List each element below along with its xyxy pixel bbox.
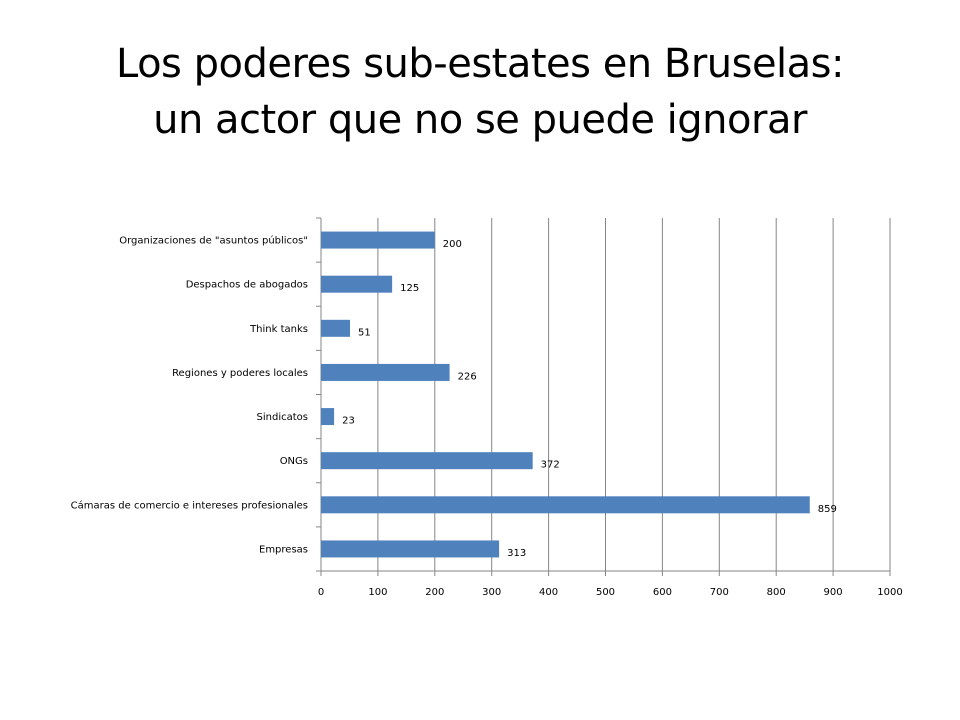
data-label: 23 bbox=[342, 416, 355, 427]
slide-title-line-2: un actor que no se puede ignorar bbox=[153, 97, 807, 143]
x-tick-label: 600 bbox=[653, 587, 672, 598]
bar bbox=[321, 452, 533, 470]
x-tick-label: 200 bbox=[425, 587, 444, 598]
x-tick-label: 0 bbox=[318, 587, 324, 598]
x-tick-label: 500 bbox=[596, 587, 615, 598]
x-tick-label: 900 bbox=[824, 587, 843, 598]
x-tick-label: 700 bbox=[710, 587, 729, 598]
data-label: 859 bbox=[818, 504, 837, 515]
data-label: 200 bbox=[443, 239, 462, 250]
bar bbox=[321, 275, 393, 293]
x-tick-label: 300 bbox=[482, 587, 501, 598]
y-tick-label: Empresas bbox=[259, 544, 308, 555]
data-label: 125 bbox=[400, 283, 419, 294]
bar bbox=[321, 231, 435, 249]
x-tick-label: 800 bbox=[767, 587, 786, 598]
y-tick-label: ONGs bbox=[280, 456, 308, 467]
y-tick-label: Think tanks bbox=[249, 324, 308, 335]
y-tick-label: Despachos de abogados bbox=[186, 280, 308, 291]
x-tick-label: 400 bbox=[539, 587, 558, 598]
data-label: 51 bbox=[358, 327, 371, 338]
bar bbox=[321, 496, 810, 514]
x-tick-label: 100 bbox=[368, 587, 387, 598]
y-tick-label: Cámaras de comercio e intereses profesio… bbox=[71, 499, 308, 511]
bar bbox=[321, 408, 335, 426]
x-tick-label: 1000 bbox=[877, 587, 902, 598]
data-label: 372 bbox=[541, 460, 560, 471]
bar bbox=[321, 363, 450, 381]
y-tick-label: Organizaciones de "asuntos públicos" bbox=[119, 235, 308, 247]
y-tick-label: Regiones y poderes locales bbox=[172, 368, 308, 379]
slide-title: Los poderes sub-estates en Bruselas: un … bbox=[40, 36, 920, 148]
bar bbox=[321, 540, 500, 558]
bar bbox=[321, 319, 351, 337]
slide-title-line-1: Los poderes sub-estates en Bruselas: bbox=[115, 41, 845, 87]
data-label: 226 bbox=[458, 371, 477, 382]
y-tick-label: Sindicatos bbox=[257, 412, 308, 423]
data-label: 313 bbox=[507, 548, 526, 559]
